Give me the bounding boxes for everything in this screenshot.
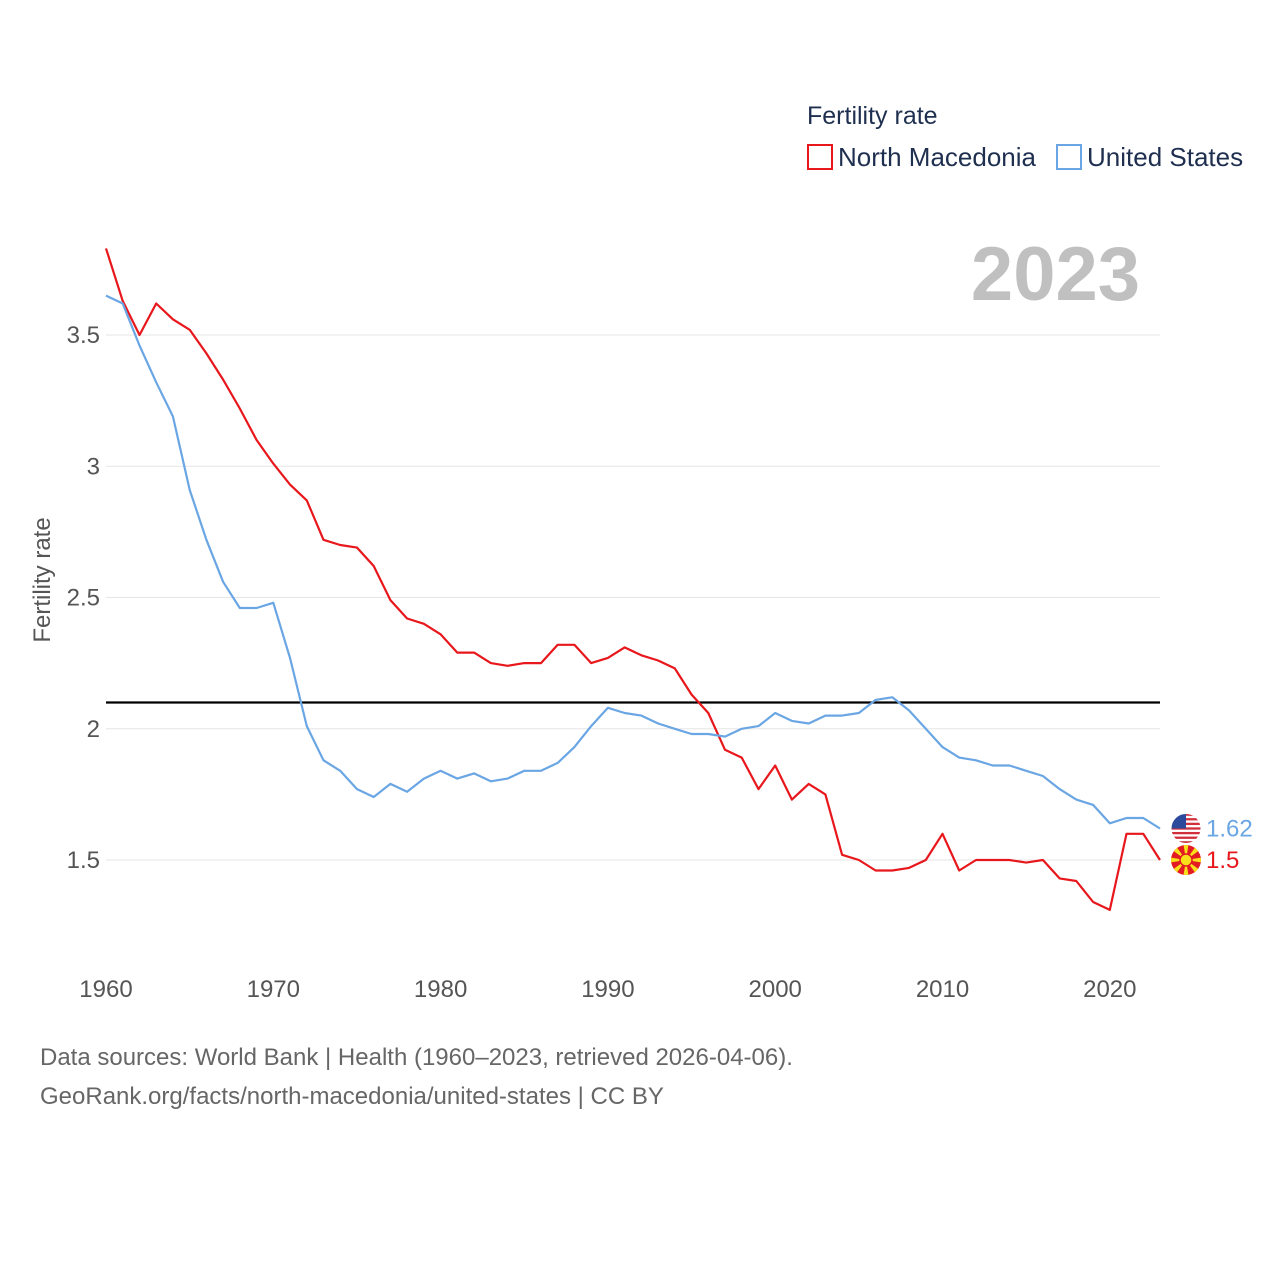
legend-swatch-united-states [1056,144,1082,170]
x-tick-label: 2020 [1083,976,1136,1003]
y-axis-title: Fertility rate [29,517,56,642]
x-axis-ticks: 1960 1970 1980 1990 2000 2010 2020 [79,976,1136,1003]
legend-swatch-north-macedonia [807,144,833,170]
series-line-north-macedonia[interactable] [104,248,1161,912]
x-tick-label: 1980 [414,976,467,1003]
end-label-united-states: 1.62 [1206,816,1253,843]
us-flag-icon [1170,813,1202,844]
x-tick-label: 2010 [916,976,969,1003]
end-markers: 1.62 1.5 [1170,813,1253,875]
y-tick-label: 3 [87,453,100,480]
x-tick-label: 1970 [247,976,300,1003]
y-tick-label: 3.5 [67,322,100,349]
y-axis-ticks: 1.5 2 2.5 3 3.5 [67,322,100,874]
north-macedonia-flag-icon [1171,845,1201,875]
y-tick-label: 1.5 [67,847,100,874]
legend-label-north-macedonia[interactable]: North Macedonia [838,142,1037,172]
y-tick-label: 2.5 [67,585,100,612]
y-tick-label: 2 [87,716,100,743]
legend: Fertility rate North Macedonia United St… [807,102,1243,172]
series-line-united-states[interactable] [105,294,1161,830]
legend-title: Fertility rate [807,102,938,130]
x-tick-label: 1960 [79,976,132,1003]
x-tick-label: 2000 [749,976,802,1003]
footer-attribution[interactable]: GeoRank.org/facts/north-macedonia/united… [40,1083,664,1110]
legend-label-united-states[interactable]: United States [1087,142,1243,172]
year-label: 2023 [971,232,1140,317]
x-tick-label: 1990 [581,976,634,1003]
gridlines [106,334,1160,861]
end-label-north-macedonia: 1.5 [1206,847,1239,874]
footer-sources: Data sources: World Bank | Health (1960–… [40,1044,793,1071]
series-lines [104,248,1161,912]
